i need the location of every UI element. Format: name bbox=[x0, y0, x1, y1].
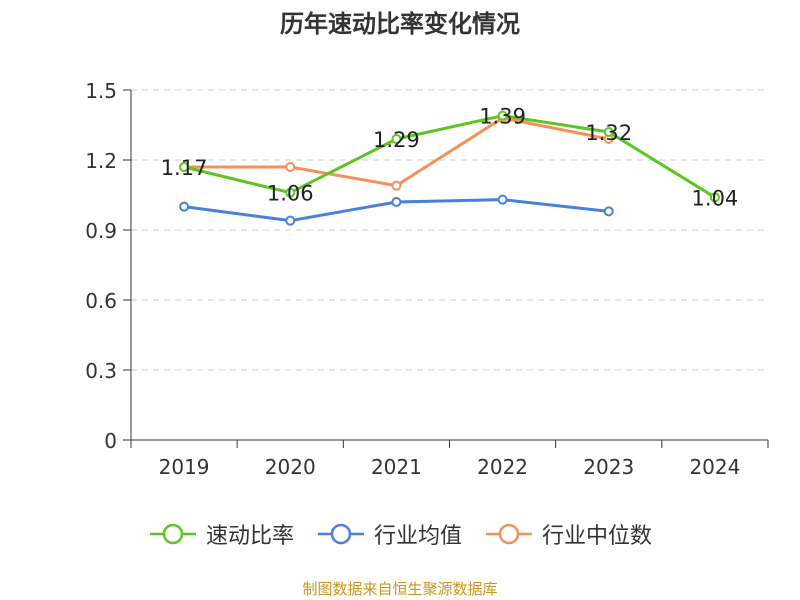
legend-label: 速动比率 bbox=[205, 524, 294, 549]
legend-item[interactable]: 行业均值 bbox=[316, 518, 462, 550]
data-point bbox=[391, 180, 402, 191]
chart-title: 历年速动比率变化情况 bbox=[280, 10, 520, 38]
data-point bbox=[709, 192, 720, 203]
x-tick-label: 2021 bbox=[371, 455, 422, 479]
grid-lines bbox=[131, 89, 768, 371]
series-points bbox=[179, 110, 720, 226]
data-point bbox=[391, 134, 402, 144]
data-point bbox=[285, 162, 296, 172]
data-point bbox=[179, 201, 190, 212]
data-label: 1.06 bbox=[267, 182, 314, 206]
legend-item[interactable]: 行业中位数 bbox=[484, 518, 652, 550]
data-point bbox=[497, 110, 508, 121]
legend-swatch-icon bbox=[149, 523, 196, 545]
series-lines bbox=[183, 114, 716, 223]
y-tick-label: 0.9 bbox=[85, 219, 117, 243]
source-note: 制图数据来自恒生聚源数据库 bbox=[302, 580, 498, 598]
x-tick-label: 2022 bbox=[477, 455, 528, 479]
y-tick-label: 0.3 bbox=[85, 359, 117, 383]
y-tick-label: 1.5 bbox=[85, 79, 117, 103]
data-labels: 1.17 1.06 1.29 1.39 1.32 1.04 bbox=[161, 105, 739, 211]
legend-label: 行业中位数 bbox=[542, 524, 653, 549]
y-tick-label: 1.2 bbox=[85, 149, 117, 173]
legend-item[interactable]: 速动比率 bbox=[148, 518, 294, 550]
legend-swatch-icon bbox=[486, 523, 532, 545]
tick-labels: 0 0.3 0.6 0.9 1.2 1.5 2019 2020 2021 2022 2023 2024 bbox=[85, 79, 740, 479]
x-tick-label: 2023 bbox=[583, 455, 634, 479]
data-point bbox=[285, 187, 296, 198]
data-label: 1.39 bbox=[479, 105, 526, 129]
x-tick-label: 2024 bbox=[689, 455, 740, 479]
x-tick-label: 2020 bbox=[265, 455, 316, 479]
axes bbox=[123, 89, 769, 448]
data-label: 1.04 bbox=[692, 186, 739, 210]
legend-swatch-icon bbox=[317, 523, 364, 545]
data-point bbox=[179, 162, 190, 172]
data-point bbox=[497, 194, 508, 205]
data-point bbox=[603, 127, 614, 137]
data-point bbox=[285, 215, 296, 226]
legend: 速动比率 行业均值 行业中位数 bbox=[0, 518, 800, 550]
y-tick-label: 0 bbox=[104, 429, 117, 453]
legend-label: 行业均值 bbox=[373, 524, 462, 549]
series-line bbox=[183, 114, 716, 199]
y-tick-label: 0.6 bbox=[85, 289, 117, 313]
data-label: 1.32 bbox=[585, 121, 632, 145]
data-label: 1.29 bbox=[373, 128, 420, 152]
data-point bbox=[603, 206, 614, 217]
x-tick-label: 2019 bbox=[159, 455, 210, 479]
data-label: 1.17 bbox=[161, 156, 208, 180]
data-point bbox=[391, 197, 402, 207]
